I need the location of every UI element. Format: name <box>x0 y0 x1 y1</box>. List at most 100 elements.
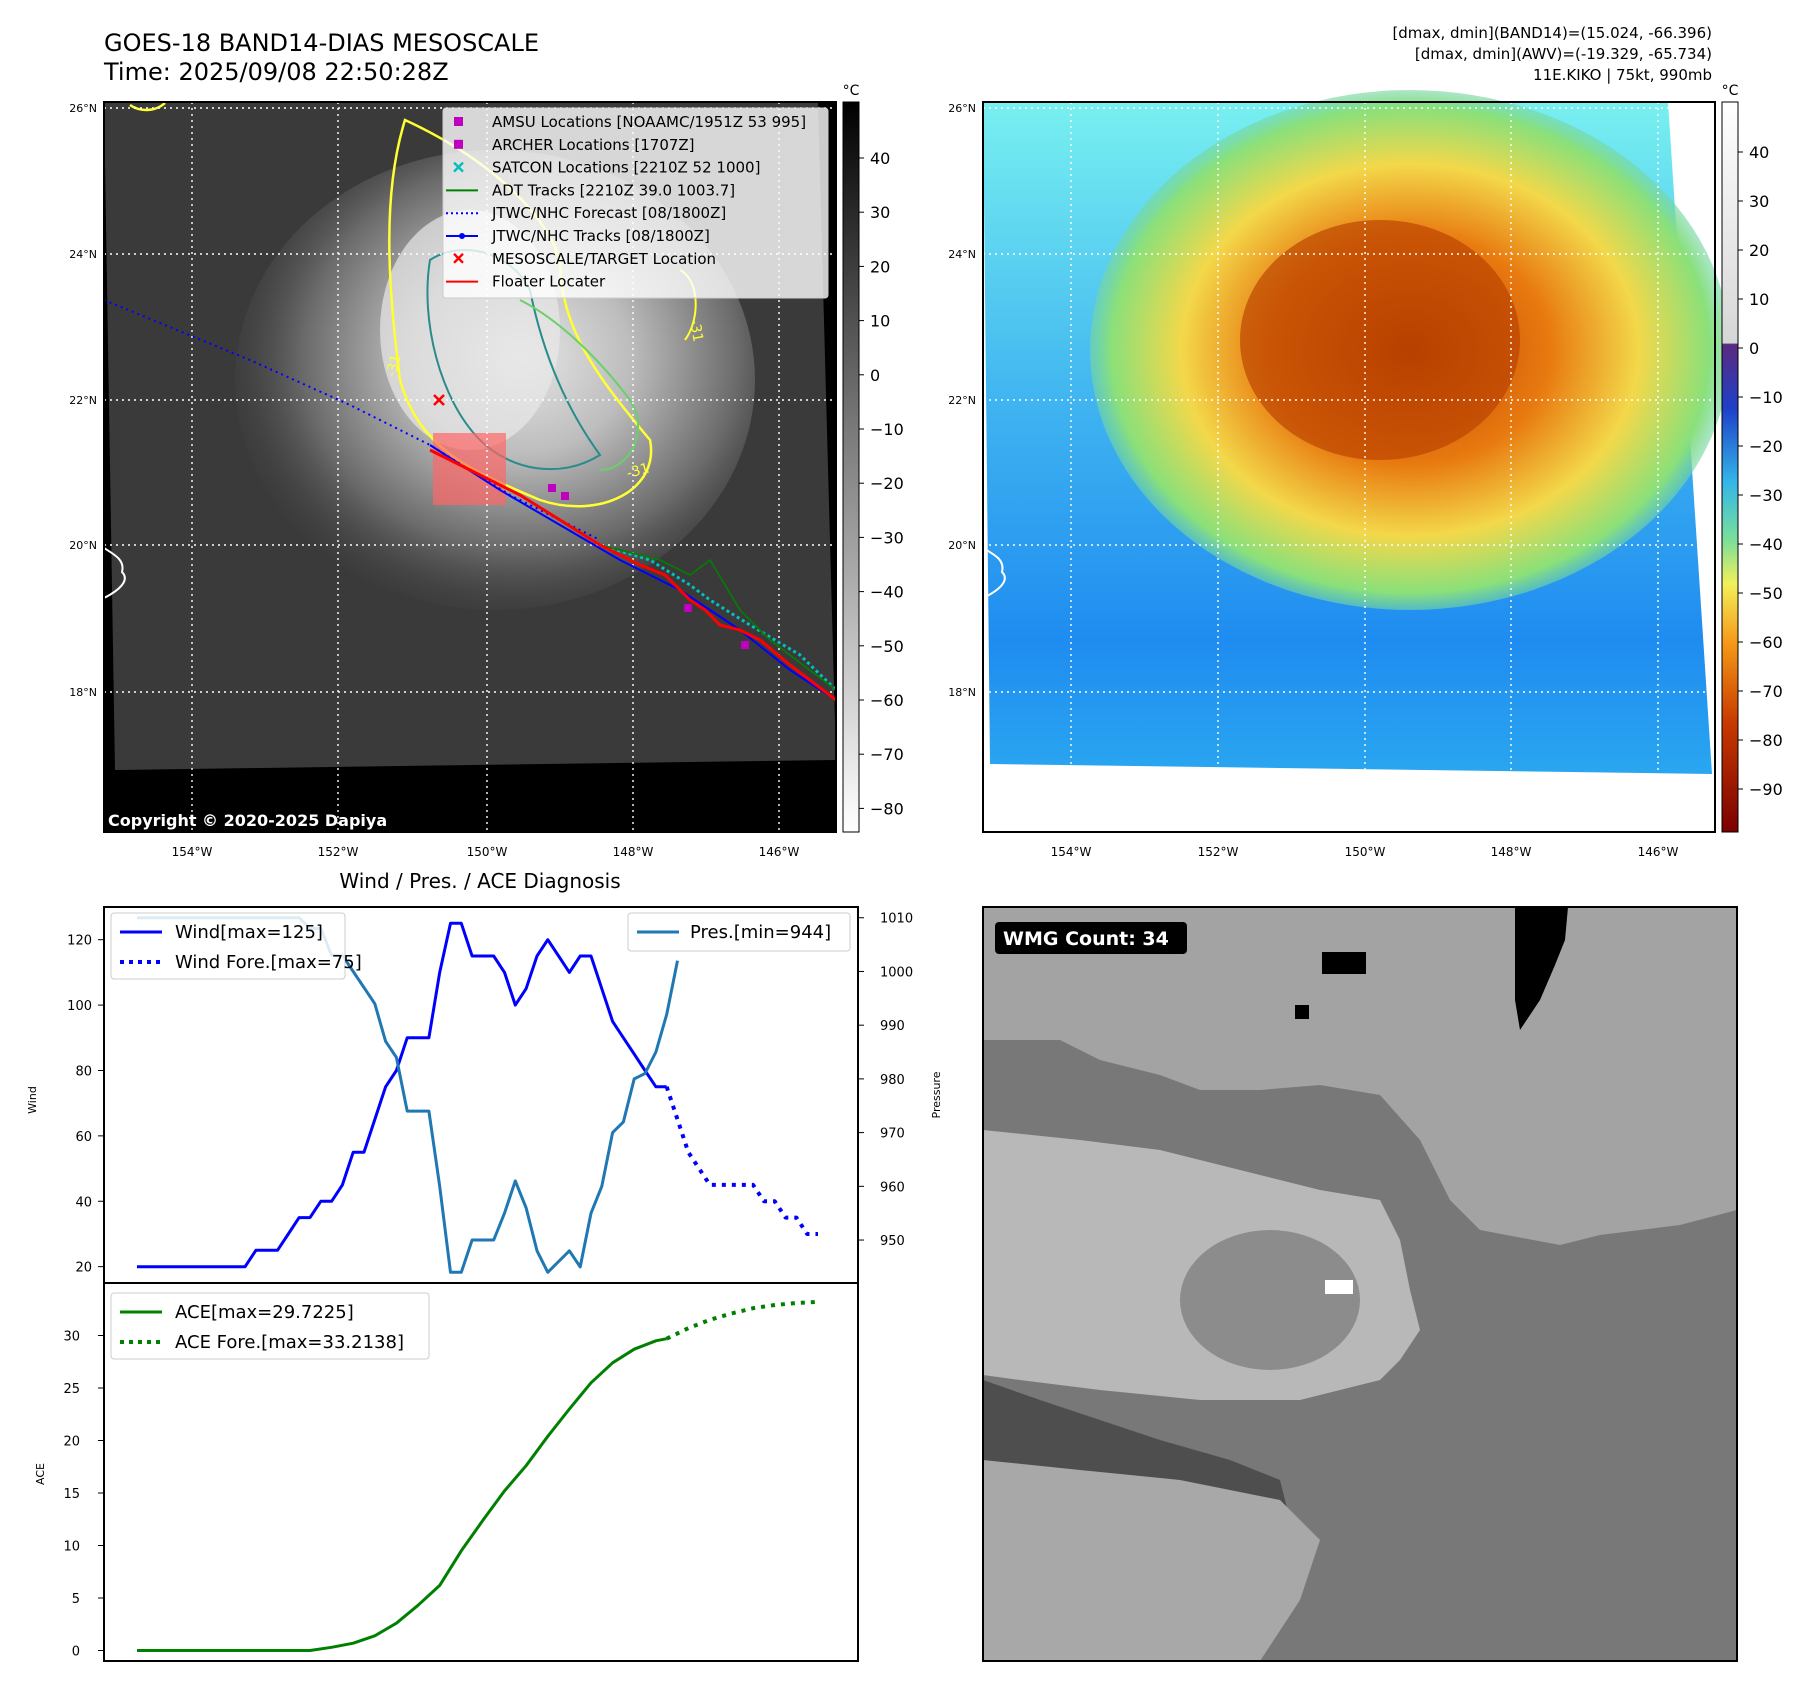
lon-label: 150°W <box>1345 845 1386 859</box>
colorbar-tick: 30 <box>870 203 890 222</box>
left-map-contour-label-south: -31 <box>625 460 651 481</box>
left-map-forecast-track <box>103 299 601 541</box>
wmg-black-block <box>1322 952 1366 974</box>
pressure-tick: 950 <box>880 1234 905 1249</box>
lat-label: 18°N <box>69 686 97 699</box>
colorbar-tick: −30 <box>870 528 904 547</box>
lon-label: 146°W <box>1638 845 1679 859</box>
legend-box <box>442 107 829 299</box>
lon-label: 146°W <box>759 845 800 859</box>
legend-item: JTWC/NHC Tracks [08/1800Z] <box>446 227 710 245</box>
wmg-badge <box>995 922 1187 954</box>
lon-label: 148°W <box>613 845 654 859</box>
wmg-white-cell <box>1325 1280 1353 1294</box>
left-map-nhc-track <box>429 444 837 701</box>
wind-legend: Wind[max=125] Wind Fore.[max=75] <box>110 912 362 980</box>
legend-wind: Wind[max=125] <box>175 922 323 943</box>
colorbar-tick: −40 <box>870 583 904 602</box>
legend-label: AMSU Locations [NOAAMC/1951Z 53 995] <box>492 113 806 131</box>
ace-tick: 15 <box>63 1487 80 1502</box>
stats-line1: [dmax, dmin](BAND14)=(15.024, -66.396) <box>1392 24 1712 42</box>
right-map-lat-labels: 26°N 24°N 22°N 20°N 18°N <box>948 102 976 699</box>
lat-label: 26°N <box>69 102 97 115</box>
right-map-coastline <box>982 547 1006 599</box>
legend-item: ADT Tracks [2210Z 39.0 1003.7] <box>446 181 735 199</box>
wmg-center <box>1180 1230 1360 1370</box>
wmg-frame <box>982 906 1738 1662</box>
lat-label: 18°N <box>948 686 976 699</box>
colorbar-tick: 10 <box>1749 290 1769 309</box>
left-map-lat-labels: 26°N 24°N 22°N 20°N 18°N <box>69 102 97 699</box>
wind-tick: 20 <box>75 1261 92 1276</box>
lat-label: 26°N <box>948 102 976 115</box>
lon-label: 152°W <box>1198 845 1239 859</box>
colorbar-tick: −70 <box>1749 682 1783 701</box>
ace-tick: 0 <box>72 1645 80 1660</box>
ace-tick: 30 <box>63 1330 80 1345</box>
wmg-count: WMG Count: 34 <box>1003 928 1169 950</box>
colorbar-tick: −60 <box>1749 633 1783 652</box>
diagnosis-chart: Wind / Pres. / ACE Diagnosis Wind Pressu… <box>26 869 943 1662</box>
pressure-tick: 1000 <box>880 965 913 980</box>
ace-tick: 5 <box>72 1592 80 1607</box>
legend-marker <box>454 117 463 126</box>
legend-item: AMSU Locations [NOAAMC/1951Z 53 995] <box>454 113 806 131</box>
colorbar-tick: −30 <box>1749 486 1783 505</box>
colorbar-tick: 40 <box>1749 143 1769 162</box>
colorbar-tick: −50 <box>1749 584 1783 603</box>
pressure-tick: 980 <box>880 1073 905 1088</box>
colorbar-tick: 0 <box>870 366 880 385</box>
legend-marker <box>453 252 464 264</box>
left-map-adt-track <box>599 544 837 691</box>
ace-tick: 20 <box>63 1435 80 1450</box>
lon-label: 154°W <box>172 845 213 859</box>
legend-marker-dot <box>459 233 465 239</box>
legend-label: MESOSCALE/TARGET Location <box>492 250 716 268</box>
legend-label: ADT Tracks [2210Z 39.0 1003.7] <box>492 181 735 199</box>
ace-tick: 25 <box>63 1382 80 1397</box>
left-map-contour-label-east: -31 <box>686 318 706 343</box>
colorbar-tick: −20 <box>1749 437 1783 456</box>
title-line1: GOES-18 BAND14-DIAS MESOSCALE <box>104 29 539 57</box>
colorbar-tick: 40 <box>870 149 890 168</box>
pressure-tick: 1010 <box>880 912 913 927</box>
legend-item: MESOSCALE/TARGET Location <box>453 250 716 268</box>
lat-label: 24°N <box>948 248 976 261</box>
right-map-frame <box>982 101 1716 833</box>
lon-label: 148°W <box>1491 845 1532 859</box>
right-map-cloud-core <box>1240 220 1520 460</box>
copyright: Copyright © 2020-2025 Dapiya <box>108 811 387 830</box>
lon-label: 152°W <box>318 845 359 859</box>
left-map-legend: AMSU Locations [NOAAMC/1951Z 53 995] ARCH… <box>442 107 829 299</box>
legend-label: JTWC/NHC Tracks [08/1800Z] <box>491 227 710 245</box>
legend-label: SATCON Locations [2210Z 52 1000] <box>492 159 760 177</box>
left-map-lon-labels: 154°W 152°W 150°W 148°W 146°W <box>172 845 800 859</box>
colorbar-tick: 10 <box>870 312 890 331</box>
legend-item: Floater Locater <box>446 273 606 291</box>
colorbar-tick: −10 <box>1749 388 1783 407</box>
series-line-1 <box>664 1086 818 1236</box>
stats-line2: [dmax, dmin](AWV)=(-19.329, -65.734) <box>1415 45 1712 63</box>
lat-label: 20°N <box>948 539 976 552</box>
chart-title: Wind / Pres. / ACE Diagnosis <box>339 869 620 893</box>
legend-label: Floater Locater <box>492 273 606 291</box>
wind-tick: 40 <box>75 1195 92 1210</box>
pressure-ticks: 950 960 970 980 990 1000 1010 <box>858 912 913 1249</box>
legend-ace-forecast: ACE Fore.[max=33.2138] <box>175 1332 404 1353</box>
left-map-amsu-markers <box>548 484 749 649</box>
wind-tick: 60 <box>75 1130 92 1145</box>
left-map-target-marker <box>433 394 445 406</box>
title-line2: Time: 2025/09/08 22:50:28Z <box>103 58 449 86</box>
legend-item: SATCON Locations [2210Z 52 1000] <box>453 159 760 177</box>
lon-label: 150°W <box>467 845 508 859</box>
colorbar-tick: 30 <box>1749 192 1769 211</box>
left-map-contour-green <box>519 299 640 471</box>
pressure-tick: 990 <box>880 1019 905 1034</box>
legend-marker <box>453 161 464 173</box>
colorbar-tick: −80 <box>870 799 904 818</box>
colorbar-tick: −10 <box>870 420 904 439</box>
legend-wind-forecast: Wind Fore.[max=75] <box>175 952 362 973</box>
lat-label: 24°N <box>69 248 97 261</box>
colorbar-tick: −80 <box>1749 731 1783 750</box>
colorbar-tick: 0 <box>1749 339 1759 358</box>
